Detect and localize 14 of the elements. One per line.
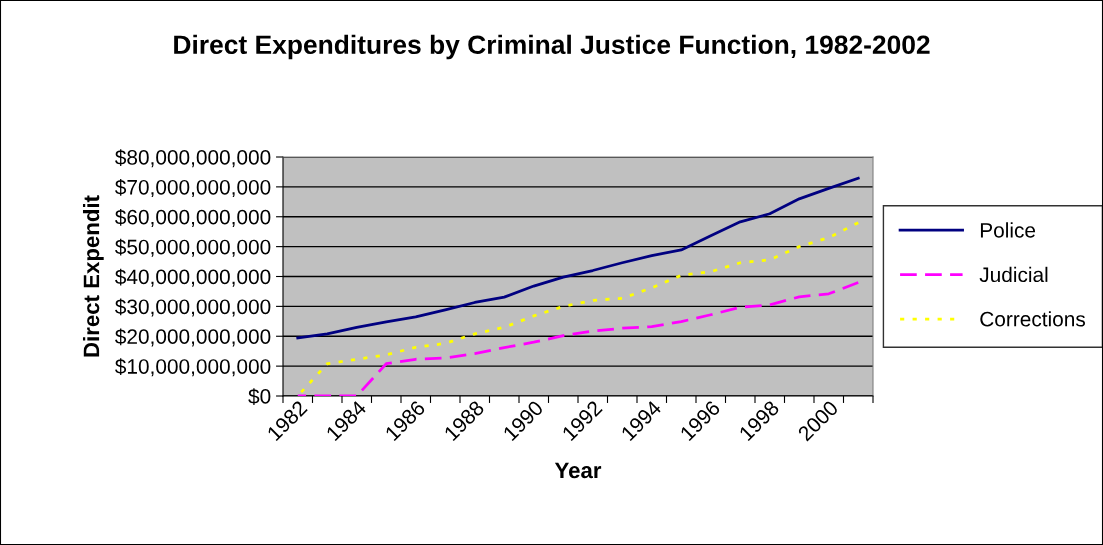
legend-label: Corrections: [980, 311, 1086, 327]
y-tick-label: $30,000,000,000: [115, 298, 271, 317]
x-axis-title: Year: [554, 462, 602, 479]
legend-label: Police: [980, 222, 1036, 238]
y-tick-label: $20,000,000,000: [115, 328, 271, 347]
y-axis-title: Direct Expendit: [82, 195, 104, 357]
y-tick-label: $80,000,000,000: [115, 149, 271, 168]
chart-title: Direct Expenditures by Criminal Justice Function, 1982-2002: [174, 34, 930, 60]
y-tick-label: $60,000,000,000: [115, 208, 271, 227]
y-tick-label: $70,000,000,000: [115, 179, 271, 198]
y-tick-label: $10,000,000,000: [115, 358, 271, 377]
legend-label: Judicial: [979, 266, 1048, 283]
y-tick-label: $40,000,000,000: [115, 268, 271, 287]
y-tick-label: $50,000,000,000: [115, 238, 271, 257]
